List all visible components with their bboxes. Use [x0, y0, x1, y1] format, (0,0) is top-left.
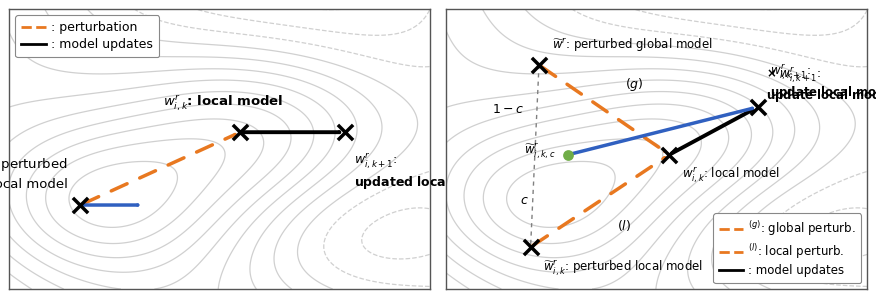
- Text: $\mathbf{\times}\ w^r_{i,k+1}$:
$\mathbf{update\ local\ model}$: $\mathbf{\times}\ w^r_{i,k+1}$: $\mathbf…: [766, 65, 876, 104]
- Point: [662, 152, 676, 157]
- Text: $1 - c$: $1 - c$: [492, 103, 524, 116]
- Text: $(l)$: $(l)$: [617, 218, 631, 233]
- Legend: $^{(g)}$: global perturb., $^{(l)}$: local perturb., : model updates: $^{(g)}$: global perturb., $^{(l)}$: loc…: [713, 213, 861, 283]
- Text: $\widetilde{w}^r_{i,k,c}$: $\widetilde{w}^r_{i,k,c}$: [524, 142, 556, 162]
- Text: $w^r_{i,k}$: local model: $w^r_{i,k}$: local model: [682, 166, 780, 185]
- Text: $(g)$: $(g)$: [625, 76, 644, 93]
- Text: $\widetilde{w}^r_{i,k}$: perturbed
local model: $\widetilde{w}^r_{i,k}$: perturbed local…: [0, 156, 67, 191]
- Legend: : perturbation, : model updates: : perturbation, : model updates: [15, 15, 159, 58]
- Point: [233, 130, 247, 135]
- Point: [751, 105, 765, 109]
- Text: $\widetilde{w}^r_{i,k}$: perturbed local model: $\widetilde{w}^r_{i,k}$: perturbed local…: [543, 258, 703, 278]
- Text: $w^r_{i,k+1}$:
$\mathbf{update\ local\ model}$: $w^r_{i,k+1}$: $\mathbf{update\ local\ m…: [771, 63, 876, 101]
- Text: $\widetilde{w}^r$: perturbed global model: $\widetilde{w}^r$: perturbed global mode…: [552, 36, 712, 54]
- Text: $c$: $c$: [519, 194, 528, 207]
- Text: $w^r_{i,k+1}$:
$\mathbf{updated\ local\ model}$: $w^r_{i,k+1}$: $\mathbf{updated\ local\ …: [354, 152, 498, 191]
- Point: [338, 130, 352, 135]
- Point: [562, 152, 576, 157]
- Point: [524, 245, 538, 249]
- Point: [74, 203, 88, 207]
- Point: [532, 63, 546, 67]
- Text: $w^r_{i,k}$: local model: $w^r_{i,k}$: local model: [163, 93, 284, 113]
